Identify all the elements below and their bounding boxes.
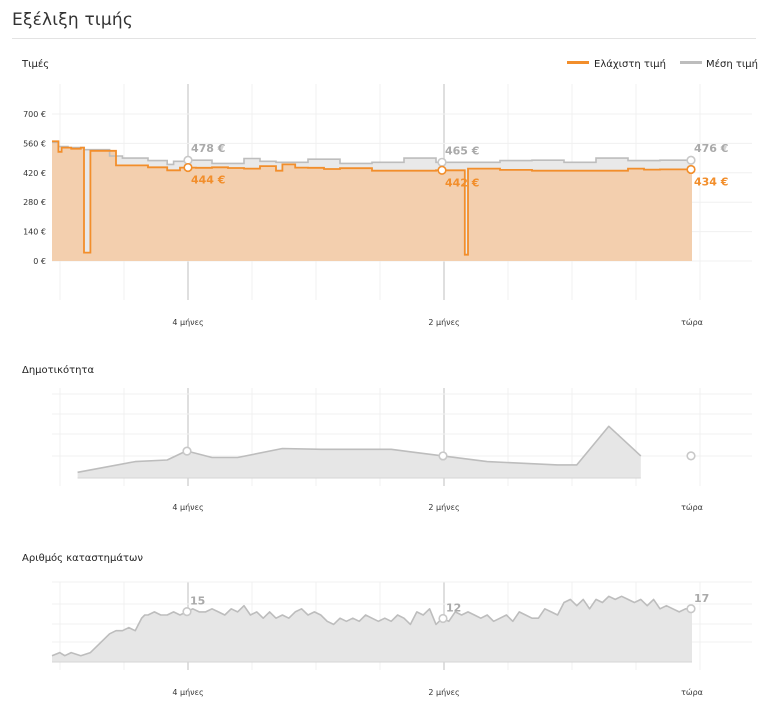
x-tick-label: 4 μήνες	[172, 318, 203, 327]
avg-price-line	[52, 141, 693, 166]
price-callouts: 478 € 444 € 465 € 442 € 476 € 434 €	[183, 142, 728, 189]
x-tick-label: τώρα	[681, 687, 703, 697]
legend-swatch-min	[567, 61, 589, 64]
stores-marker	[182, 607, 192, 617]
avg-price-label: 476 €	[694, 142, 728, 155]
stores-plot	[51, 595, 692, 663]
avg-price-label: 465 €	[445, 144, 479, 157]
x-tick-label: 2 μήνες	[428, 318, 459, 327]
price-legend[interactable]: Ελάχιστη τιμή Μέση τιμή	[567, 58, 758, 70]
price-plot	[52, 140, 693, 261]
avg-price-label: 478 €	[191, 142, 225, 155]
x-tick-label: τώρα	[681, 502, 703, 512]
stores-marker	[438, 613, 448, 624]
y-tick-label: 0 €	[33, 257, 46, 266]
x-tick-label: 2 μήνες	[428, 503, 459, 512]
page-title: Εξέλιξη τιμής	[12, 10, 134, 30]
min-price-marker	[437, 165, 447, 175]
avg-price-marker	[686, 155, 696, 165]
min-price-label: 434 €	[694, 175, 728, 188]
min-price-marker	[183, 162, 193, 173]
stores-chart-title: Αριθμός καταστημάτων	[22, 552, 143, 564]
avg-price-marker	[183, 155, 193, 165]
min-price-line	[52, 140, 693, 256]
x-tick-label: 2 μήνες	[428, 688, 459, 697]
stores-value-label: 12	[446, 601, 461, 614]
min-price-label: 444 €	[191, 174, 225, 187]
popularity-marker	[438, 451, 448, 461]
popularity-chart: Δημοτικότητα 4 μήνες 2 μήνες τώρα	[22, 364, 752, 512]
popularity-marker	[182, 446, 192, 456]
price-x-axis: 4 μήνες 2 μήνες τώρα	[172, 317, 703, 327]
popularity-marker	[686, 451, 696, 461]
stores-value-label: 17	[694, 592, 709, 605]
stores-marker	[686, 604, 696, 614]
y-tick-label: 140 €	[23, 228, 46, 237]
min-price-marker	[686, 164, 696, 175]
avg-price-marker	[437, 157, 447, 167]
y-tick-label: 420 €	[23, 169, 46, 178]
x-tick-label: 4 μήνες	[172, 503, 203, 512]
popularity-area	[77, 426, 641, 478]
popularity-x-axis: 4 μήνες 2 μήνες τώρα	[172, 502, 703, 512]
title-divider	[12, 38, 756, 39]
min-price-label: 442 €	[445, 176, 479, 189]
price-chart: Τιμές Ελάχιστη τιμή Μέση τιμή 700 € 560 €…	[21, 58, 758, 327]
y-tick-label: 280 €	[23, 198, 46, 207]
legend-swatch-avg	[680, 61, 702, 64]
x-tick-label: τώρα	[681, 317, 703, 327]
stores-chart: Αριθμός καταστημάτων 15 12 17 4 μήνες 2 μήν…	[22, 552, 752, 697]
stores-value-label: 15	[190, 595, 205, 608]
popularity-chart-title: Δημοτικότητα	[22, 364, 94, 376]
price-chart-title: Τιμές	[21, 58, 49, 70]
legend-label-avg: Μέση τιμή	[706, 58, 758, 70]
stores-x-axis: 4 μήνες 2 μήνες τώρα	[172, 687, 703, 697]
popularity-line	[77, 425, 642, 474]
stores-area	[52, 596, 692, 662]
stores-callouts: 15 12 17	[182, 592, 709, 624]
popularity-plot	[77, 425, 696, 479]
legend-label-min: Ελάχιστη τιμή	[594, 58, 666, 70]
y-tick-label: 700 €	[23, 110, 46, 119]
price-y-axis: 700 € 560 € 420 € 280 € 140 € 0 €	[23, 110, 46, 266]
x-tick-label: 4 μήνες	[172, 688, 203, 697]
y-tick-label: 560 €	[23, 139, 46, 148]
stores-line	[51, 595, 692, 657]
